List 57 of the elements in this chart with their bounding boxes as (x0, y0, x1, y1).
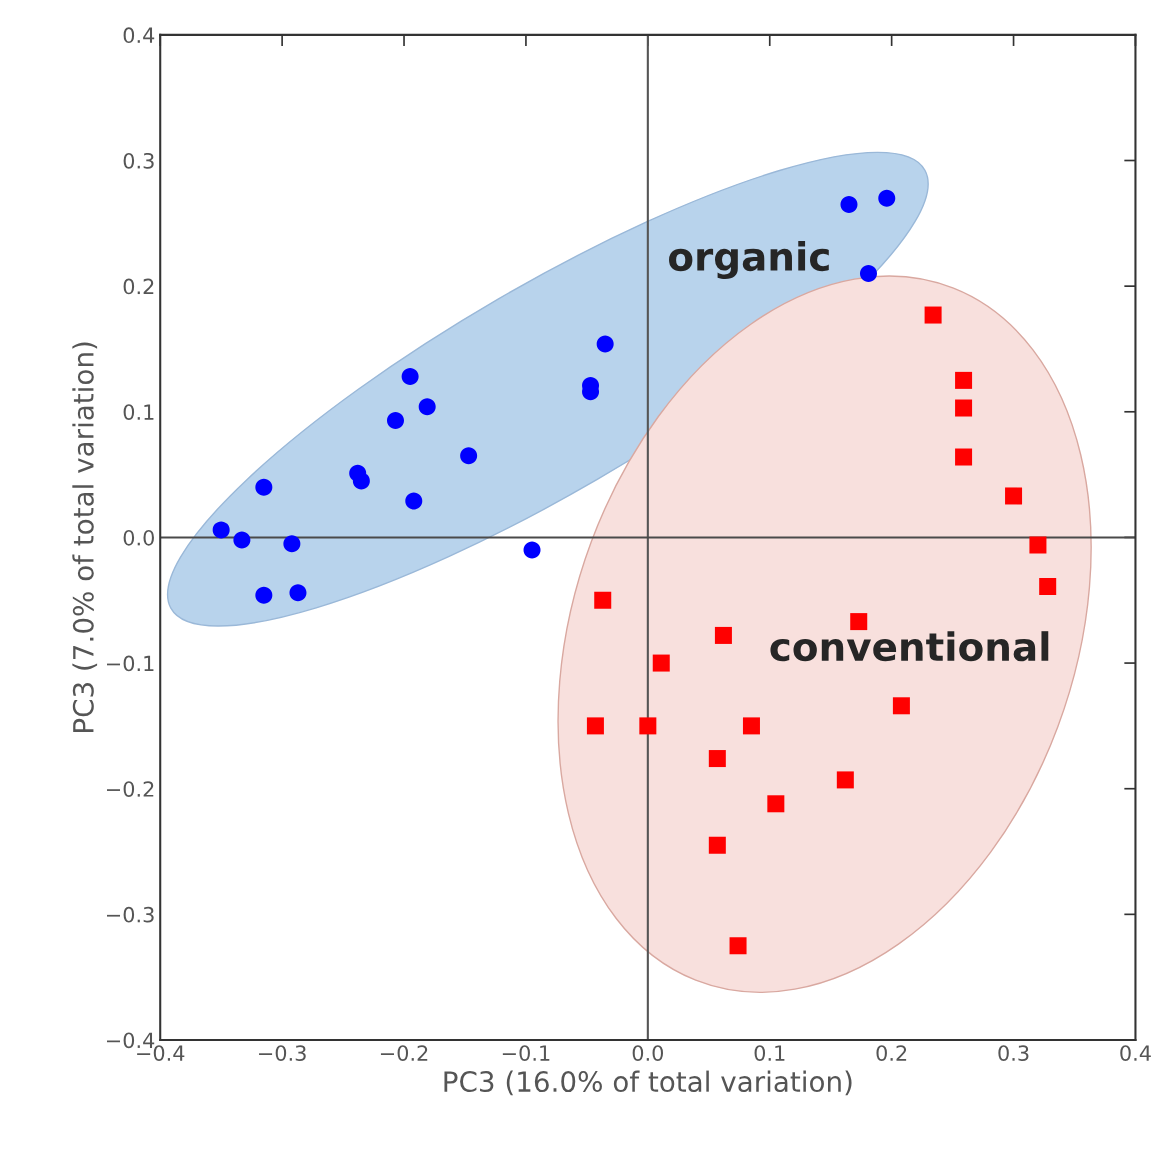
point (405, 492, 423, 510)
point (352, 472, 370, 490)
point (767, 795, 785, 813)
point (1005, 487, 1023, 505)
x-tick-label: 0.1 (754, 1045, 785, 1061)
y-tick-label: 0.3 (123, 152, 154, 169)
point (878, 189, 896, 207)
annotation: organic (669, 241, 829, 279)
point (289, 584, 307, 602)
point (255, 586, 273, 604)
point (586, 717, 604, 735)
point (836, 771, 854, 789)
point (283, 535, 301, 553)
point (212, 521, 230, 539)
point (386, 412, 404, 430)
x-tick-label: −0.2 (380, 1045, 428, 1061)
x-axis-title: PC3 (16.0% of total variation) (444, 1070, 852, 1096)
point (892, 697, 910, 715)
point (708, 750, 726, 768)
x-tick-label: 0.0 (632, 1045, 664, 1061)
point (639, 717, 657, 735)
point (1039, 577, 1057, 595)
point (924, 306, 942, 324)
point (955, 371, 973, 389)
y-tick-label: −0.1 (106, 655, 154, 672)
y-tick-label: 0.4 (123, 27, 155, 44)
x-tick-label: −0.3 (259, 1045, 306, 1061)
point (708, 836, 726, 854)
x-tick-label: 0.3 (998, 1045, 1029, 1061)
annotation: conventional (770, 631, 1049, 662)
point (714, 626, 732, 644)
point (729, 937, 747, 955)
point (742, 717, 760, 735)
point (652, 654, 670, 672)
point (596, 335, 614, 353)
y-tick-label: 0.1 (123, 404, 154, 420)
point (955, 448, 973, 466)
point (840, 195, 858, 213)
x-tick-label: −0.1 (502, 1045, 550, 1061)
x-tick-label: 0.4 (1120, 1045, 1151, 1061)
y-tick-label: 0.0 (123, 529, 154, 546)
point (850, 613, 868, 631)
point (594, 591, 612, 609)
point (255, 478, 273, 496)
point (418, 398, 436, 416)
point (955, 399, 973, 417)
y-axis-title: PC3 (7.0% of total variation) (72, 342, 98, 732)
point (523, 541, 541, 559)
point (460, 447, 478, 465)
point (401, 368, 419, 386)
y-tick-label: −0.2 (106, 781, 154, 797)
y-tick-label: −0.3 (106, 906, 154, 923)
point (1029, 536, 1047, 554)
point (233, 531, 251, 549)
point (859, 265, 877, 283)
x-tick-label: 0.2 (876, 1045, 907, 1061)
y-tick-label: 0.2 (123, 278, 154, 295)
